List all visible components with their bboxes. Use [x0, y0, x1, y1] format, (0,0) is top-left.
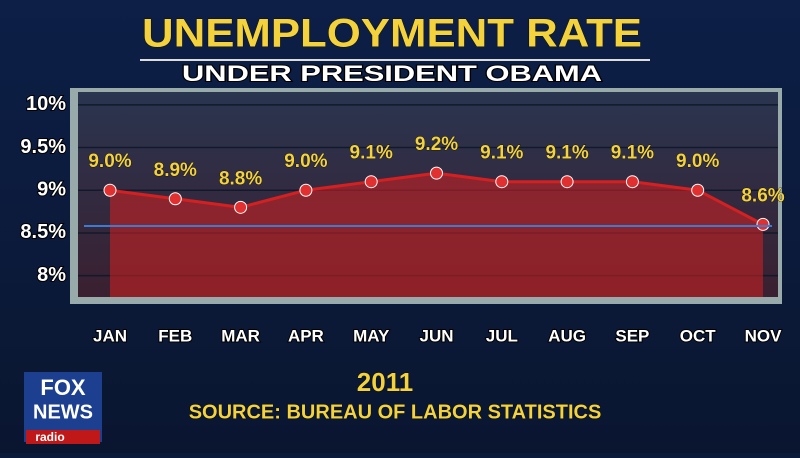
value-label: 9.2% — [415, 134, 458, 155]
x-tick-label: MAY — [353, 326, 390, 345]
point — [430, 166, 443, 180]
logo-radio: radio — [35, 430, 64, 444]
y-tick-label: 9% — [37, 179, 66, 201]
point — [103, 183, 117, 197]
value-label: 9.1% — [545, 143, 588, 164]
point — [691, 183, 705, 197]
value-label: 9.0% — [676, 151, 719, 172]
point — [299, 183, 313, 197]
y-tick-label: 9.5% — [20, 136, 66, 158]
x-tick-label: NOV — [745, 326, 783, 345]
x-tick-label: APR — [288, 326, 324, 345]
logo-news: NEWS — [33, 401, 93, 423]
value-label: 8.6% — [741, 185, 784, 206]
value-label: 9.1% — [350, 143, 393, 164]
chart-title: UNEMPLOYMENT RATE — [142, 12, 642, 56]
point — [168, 192, 182, 206]
x-tick-label: JAN — [93, 326, 127, 345]
x-tick-label: JUL — [486, 326, 518, 345]
chart-subtitle: UNDER PRESIDENT OBAMA — [182, 61, 602, 86]
point — [756, 217, 770, 231]
x-tick-label: FEB — [158, 326, 192, 345]
point — [364, 175, 378, 189]
value-label: 9.1% — [480, 143, 523, 164]
x-tick-label: MAR — [221, 326, 260, 345]
x-tick-label: OCT — [680, 326, 717, 345]
point — [495, 175, 509, 189]
point — [625, 175, 639, 189]
source: SOURCE: BUREAU OF LABOR STATISTICS — [189, 401, 602, 423]
logo-fox: FOX — [40, 375, 86, 400]
area — [110, 173, 763, 297]
value-label: 8.9% — [154, 160, 197, 181]
x-tick-label: AUG — [548, 326, 586, 345]
y-tick-label: 8.5% — [20, 221, 66, 243]
x-tick-label: JUN — [419, 326, 453, 345]
value-label: 9.0% — [88, 151, 131, 172]
value-label: 9.1% — [611, 143, 654, 164]
value-label: 9.0% — [284, 151, 327, 172]
value-label: 8.8% — [219, 168, 262, 189]
x-tick-label: SEP — [615, 326, 649, 345]
logo-band — [26, 430, 100, 444]
y-tick-label: 10% — [26, 93, 66, 115]
point — [560, 175, 574, 189]
point — [234, 200, 248, 214]
x-label: 2011 — [357, 367, 413, 397]
y-tick-label: 8% — [37, 264, 66, 286]
